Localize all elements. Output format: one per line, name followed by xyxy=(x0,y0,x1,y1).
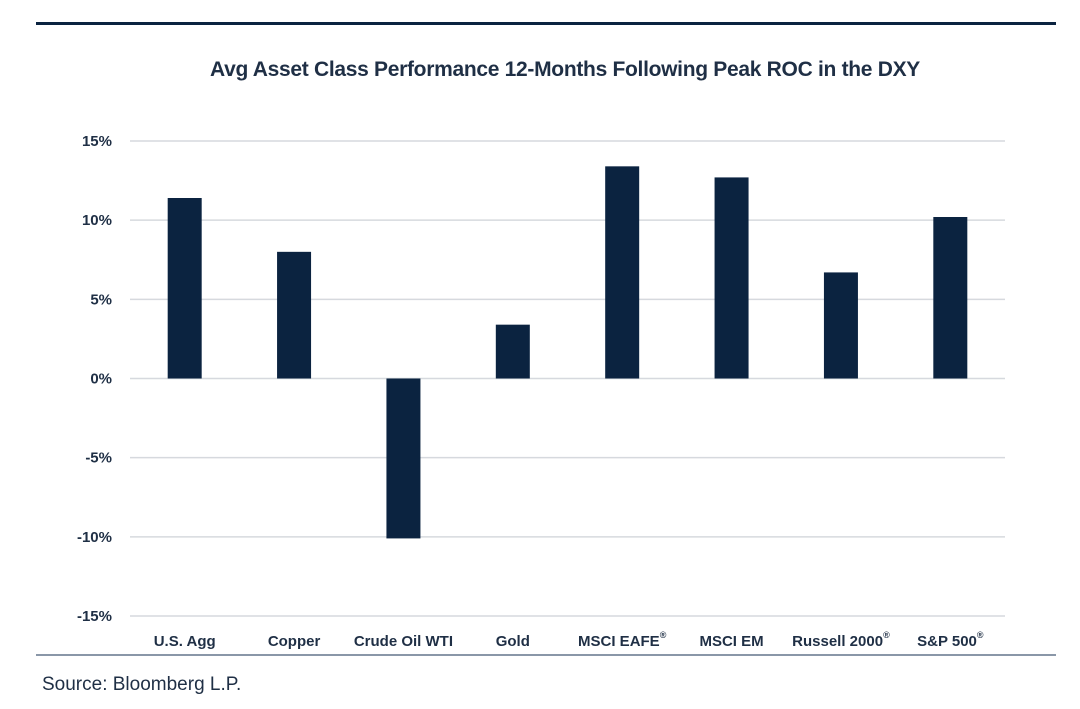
source-note: Source: Bloomberg L.P. xyxy=(42,674,242,695)
x-axis-category-labels: U.S. Agg Copper Crude Oil WTI Gold MSCI EAFE… xyxy=(154,630,984,650)
y-tick-label: 10% xyxy=(82,212,112,229)
bar xyxy=(605,166,640,379)
gridlines xyxy=(130,140,1005,617)
bar xyxy=(495,324,530,379)
x-category-label: Copper xyxy=(268,633,321,650)
y-tick-label: 0% xyxy=(90,371,112,388)
y-tick-label: -15% xyxy=(77,608,112,625)
x-category-label: U.S. Agg xyxy=(154,633,216,650)
y-tick-label: 15% xyxy=(82,133,112,150)
bar xyxy=(277,251,312,379)
top-rule xyxy=(36,22,1056,25)
bar xyxy=(823,272,858,379)
y-tick-label: 5% xyxy=(90,291,112,308)
y-tick-label: -10% xyxy=(77,529,112,546)
chart-title: Avg Asset Class Performance 12-Months Fo… xyxy=(209,58,920,81)
x-category-label: Crude Oil WTI xyxy=(354,633,453,650)
bar xyxy=(714,177,749,379)
bottom-rule xyxy=(36,654,1056,656)
bar xyxy=(167,198,202,379)
bar xyxy=(933,217,968,379)
y-axis-tick-labels: 15% 10% 5% 0% -5% -10% -15% xyxy=(77,133,112,625)
x-category-label: Russell 2000® xyxy=(792,630,890,650)
x-category-label: MSCI EM xyxy=(699,633,763,650)
x-category-label: Gold xyxy=(496,633,530,650)
x-category-label: S&P 500® xyxy=(917,630,984,650)
bars xyxy=(167,166,968,539)
x-category-label: MSCI EAFE® xyxy=(578,630,667,650)
y-tick-label: -5% xyxy=(85,450,112,467)
bar xyxy=(386,378,421,539)
